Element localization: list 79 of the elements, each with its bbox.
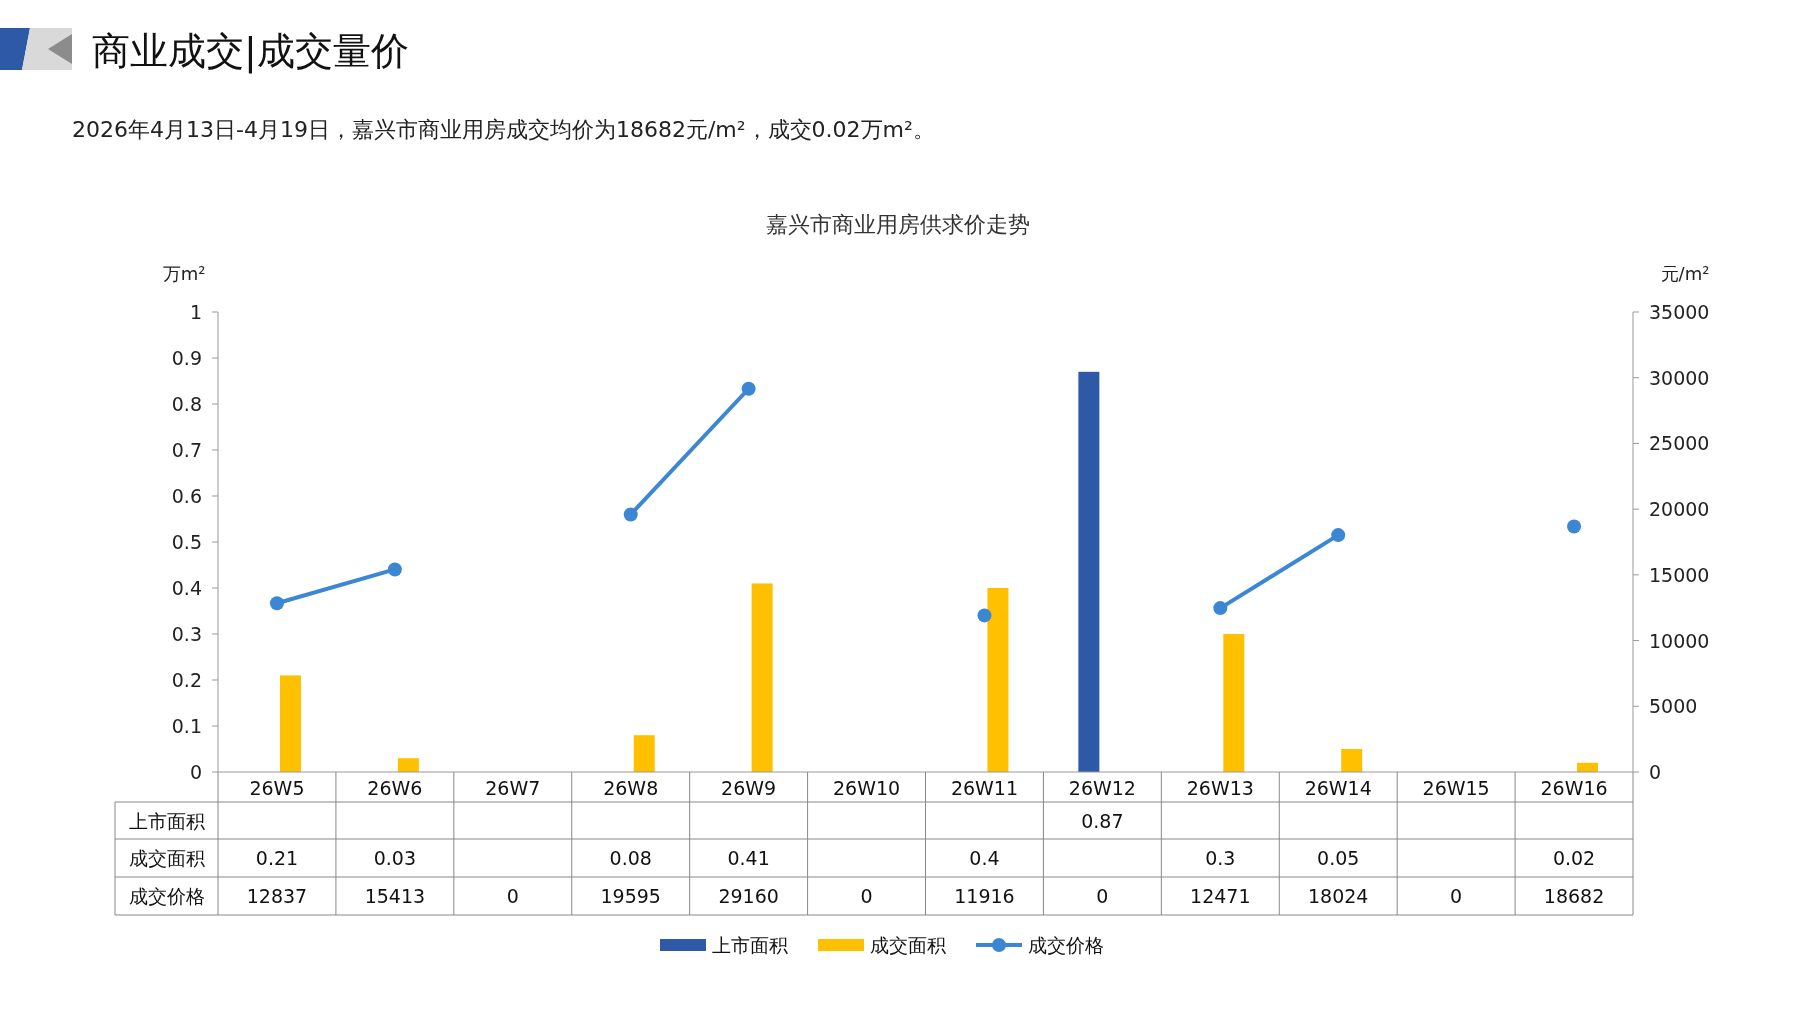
legend-label: 上市面积 [712, 934, 788, 956]
data-label: 0.21 [255, 847, 299, 869]
y-tick-label: 0.9 [171, 347, 202, 369]
data-label: 0.41 [727, 847, 770, 869]
x-tick-label: 26W12 [1068, 777, 1136, 799]
data-label: 0.05 [1317, 847, 1360, 869]
y2-tick-label: 20000 [1649, 498, 1710, 521]
legend-label: 成交面积 [870, 934, 946, 956]
bar [751, 583, 773, 772]
bar [279, 675, 301, 772]
x-tick-label: 26W15 [1422, 777, 1490, 799]
data-label: 0.03 [373, 847, 417, 869]
y-tick-label: 0 [189, 761, 202, 783]
x-tick-label: 26W13 [1186, 777, 1254, 799]
y2-tick-label: 5000 [1649, 695, 1698, 718]
y-tick-label: 0.6 [171, 485, 202, 507]
data-label: 0.3 [1205, 847, 1236, 869]
data-label: 15413 [364, 885, 426, 907]
y2-tick-label: 10000 [1649, 629, 1710, 652]
point [1567, 519, 1582, 534]
bar [1078, 371, 1100, 772]
text: 0 [860, 885, 873, 907]
chart-title: 嘉兴市商业用房供求价走势 [766, 212, 1030, 237]
data-label: 29160 [718, 885, 779, 907]
y-tick-label: 0.7 [171, 439, 202, 461]
point [269, 596, 284, 611]
point [741, 381, 756, 396]
text: 0 [506, 885, 519, 907]
y-tick-label: 0.8 [171, 393, 202, 415]
point [977, 608, 992, 623]
point [387, 562, 402, 577]
text: 成交面积 [128, 847, 205, 869]
data-label: 19595 [600, 885, 661, 907]
y-tick-label: 1 [189, 301, 202, 323]
legend-label: 成交价格 [1028, 934, 1104, 956]
data-label: 12837 [246, 885, 308, 907]
y2-tick-label: 0 [1649, 761, 1662, 783]
y-axis-title: 万m² [162, 263, 206, 284]
data-label: 11916 [954, 885, 1015, 907]
x-tick-label: 26W11 [950, 777, 1019, 799]
bar [1341, 749, 1363, 772]
x-tick-label: 26W16 [1540, 777, 1608, 799]
data-label: 0.02 [1552, 847, 1596, 869]
y-tick-label: 0.4 [171, 577, 202, 599]
text: 0 [1450, 885, 1463, 907]
x-tick-label: 26W7 [485, 777, 541, 799]
bar [633, 735, 655, 772]
x-tick-label: 26W10 [832, 777, 901, 799]
y-tick-label: 0.5 [171, 531, 202, 553]
bar [987, 588, 1009, 772]
x-tick-label: 26W8 [603, 777, 659, 799]
data-label: 12471 [1190, 885, 1251, 907]
text: 商业成交|成交量价 [92, 29, 409, 74]
x-tick-label: 26W5 [249, 777, 305, 799]
text: 上市面积 [128, 809, 205, 832]
x-tick-label: 26W14 [1304, 777, 1372, 799]
data-label: 0.4 [969, 847, 1000, 869]
y-tick-label: 0.3 [171, 623, 202, 645]
y2-tick-label: 30000 [1649, 366, 1710, 389]
text: 成交价格 [128, 885, 205, 907]
point [1331, 528, 1346, 543]
y2-tick-label: 25000 [1649, 432, 1710, 455]
x-tick-label: 26W9 [721, 777, 777, 799]
data-label: 0.08 [609, 847, 652, 869]
bar [1223, 634, 1245, 772]
point [623, 507, 638, 522]
data-label: 0.87 [1081, 809, 1124, 832]
text: 2026年4月13日-4月19日，嘉兴市商业用房成交均价为18682元/m²，成交0.02万m²。 [72, 117, 935, 142]
y2-tick-label: 35000 [1649, 301, 1710, 323]
y2-tick-label: 15000 [1649, 563, 1710, 586]
bar [397, 758, 419, 772]
data-label: 18682 [1543, 885, 1605, 907]
point [1213, 601, 1228, 616]
x-tick-label: 26W6 [367, 777, 423, 799]
y-tick-label: 0.2 [171, 669, 202, 691]
text: 0 [1096, 885, 1109, 907]
y-tick-label: 0.1 [171, 715, 202, 737]
data-label: 18024 [1307, 885, 1369, 907]
y2-axis-title: 元/m² [1660, 263, 1710, 284]
